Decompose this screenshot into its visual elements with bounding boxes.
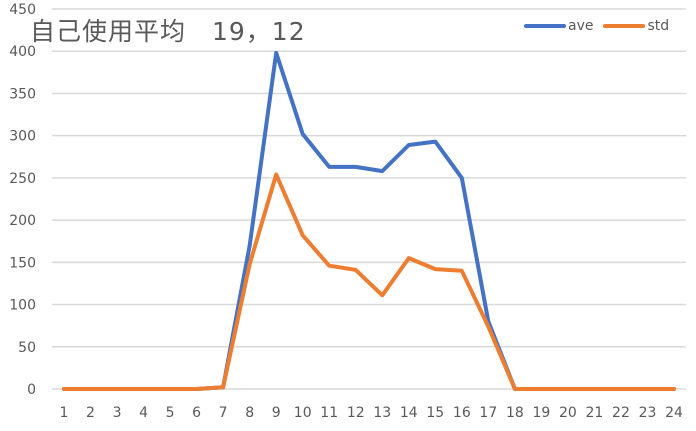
x-tick-label: 1: [60, 405, 69, 421]
x-tick-label: 7: [219, 405, 228, 421]
y-tick-label: 200: [9, 213, 36, 229]
x-tick-label: 22: [612, 405, 630, 421]
x-tick-label: 8: [245, 405, 254, 421]
x-tick-label: 16: [453, 405, 471, 421]
legend-swatch-std: [603, 24, 646, 28]
chart-title: 自己使用平均 19，12: [30, 17, 306, 46]
legend-label-ave: ave: [568, 18, 594, 34]
x-tick-label: 18: [506, 405, 524, 421]
x-tick-label: 11: [320, 405, 338, 421]
x-tick-label: 21: [586, 405, 604, 421]
legend-item-ave: ave: [524, 18, 593, 34]
y-tick-label: 250: [9, 171, 36, 187]
x-tick-label: 4: [139, 405, 148, 421]
x-tick-label: 14: [400, 405, 418, 421]
legend-item-std: std: [603, 18, 669, 34]
x-tick-label: 12: [347, 405, 365, 421]
x-tick-label: 5: [166, 405, 175, 421]
legend: ave std: [524, 18, 669, 34]
x-tick-label: 24: [665, 405, 683, 421]
x-tick-label: 10: [294, 405, 312, 421]
y-tick-label: 300: [9, 129, 36, 145]
x-tick-label: 17: [479, 405, 497, 421]
legend-label-std: std: [647, 18, 670, 34]
y-tick-label: 0: [27, 382, 36, 398]
x-tick-label: 23: [639, 405, 657, 421]
series-line-std: [62, 172, 676, 391]
x-tick-label: 13: [373, 405, 391, 421]
x-tick-label: 3: [113, 405, 122, 421]
series-line-ave: [62, 50, 676, 391]
x-tick-label: 2: [86, 405, 95, 421]
y-tick-label: 400: [9, 44, 36, 60]
y-tick-label: 50: [18, 340, 36, 356]
y-tick-label: 350: [9, 86, 36, 102]
y-tick-label: 450: [9, 2, 36, 18]
y-tick-label: 150: [9, 255, 36, 271]
x-tick-label: 15: [426, 405, 444, 421]
legend-swatch-ave: [524, 24, 566, 28]
y-tick-label: 100: [9, 298, 36, 314]
x-tick-label: 6: [192, 405, 201, 421]
x-tick-label: 19: [532, 405, 550, 421]
x-tick-label: 20: [559, 405, 577, 421]
x-tick-label: 9: [272, 405, 281, 421]
